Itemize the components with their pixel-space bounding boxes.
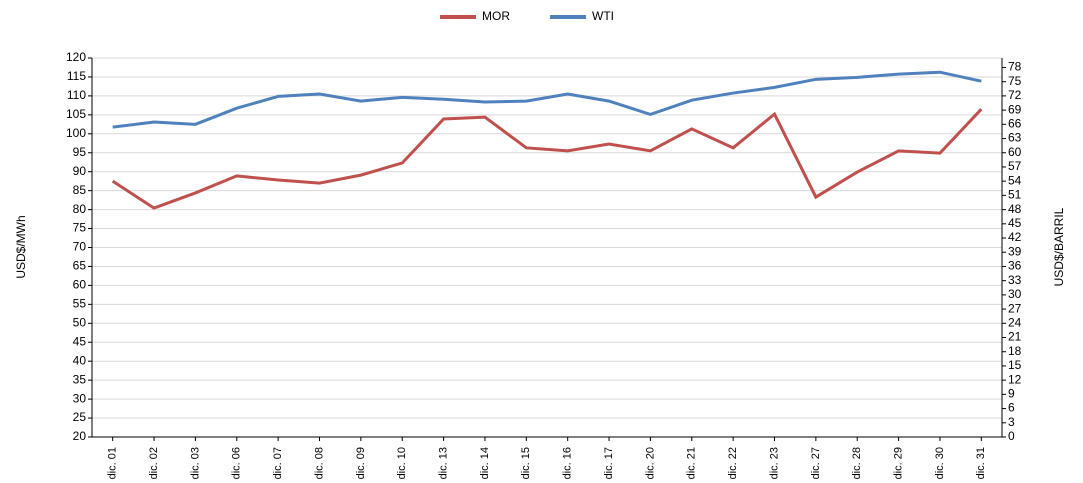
y2-tick-label: 24 [1008, 315, 1022, 329]
line-series [112, 70, 982, 129]
x-tick-label: dic. 16 [562, 447, 574, 479]
y2-tick-label: 21 [1008, 330, 1022, 344]
y-tick-label: 20 [73, 429, 87, 443]
y2-tick-label: 45 [1008, 216, 1022, 230]
y2-tick-label: 36 [1008, 259, 1022, 273]
x-tick-label: dic. 20 [644, 447, 656, 479]
y-tick-label: 95 [73, 145, 87, 159]
y-axis-label: USD$/MWh [14, 215, 28, 278]
y2-tick-label: 6 [1008, 401, 1015, 415]
y-tick-label: 40 [73, 353, 87, 367]
y-tick-label: 85 [73, 183, 87, 197]
y2-tick-label: 12 [1008, 372, 1022, 386]
y2-tick-label: 57 [1008, 159, 1022, 173]
y-tick-label: 75 [73, 221, 87, 235]
y2-tick-label: 3 [1008, 415, 1015, 429]
y2-tick-label: 39 [1008, 244, 1022, 258]
y-tick-label: 90 [73, 164, 87, 178]
y-tick-label: 50 [73, 315, 87, 329]
y2-tick-label: 27 [1008, 301, 1022, 315]
y-tick-label: 55 [73, 297, 87, 311]
legend-label: WTI [592, 9, 614, 23]
y-tick-label: 25 [73, 410, 87, 424]
x-tick-label: dic. 13 [437, 447, 449, 479]
y2-tick-label: 42 [1008, 230, 1022, 244]
y2-tick-label: 72 [1008, 88, 1022, 102]
y2-tick-label: 9 [1008, 387, 1015, 401]
x-tick-label: dic. 08 [313, 447, 325, 479]
x-tick-label: dic. 30 [934, 447, 946, 479]
y2-tick-label: 30 [1008, 287, 1022, 301]
y2-tick-label: 48 [1008, 202, 1022, 216]
y2-tick-label: 15 [1008, 358, 1022, 372]
x-tick-label: dic. 10 [396, 447, 408, 479]
y-tick-label: 60 [73, 278, 87, 292]
y-tick-label: 105 [66, 107, 86, 121]
line-series [111, 108, 983, 210]
x-tick-label: dic. 27 [810, 447, 822, 479]
y2-tick-label: 51 [1008, 188, 1022, 202]
y-tick-label: 30 [73, 391, 87, 405]
y-tick-label: 45 [73, 334, 87, 348]
legend-label: MOR [482, 9, 510, 23]
x-tick-label: dic. 15 [520, 447, 532, 479]
y-tick-label: 80 [73, 202, 87, 216]
y2-tick-label: 69 [1008, 102, 1022, 116]
x-tick-label: dic. 01 [107, 447, 119, 479]
x-tick-label: dic. 06 [231, 447, 243, 479]
x-tick-label: dic. 23 [768, 447, 780, 479]
y-tick-label: 120 [66, 50, 86, 64]
y2-tick-label: 18 [1008, 344, 1022, 358]
y2-axis-label: USD$/BARRIL [1052, 207, 1066, 286]
y-tick-label: 110 [67, 88, 86, 102]
x-tick-label: dic. 31 [975, 447, 987, 479]
x-tick-label: dic. 09 [355, 447, 367, 479]
y2-tick-label: 60 [1008, 145, 1022, 159]
y2-tick-label: 75 [1008, 74, 1022, 88]
y2-tick-label: 66 [1008, 116, 1022, 130]
x-tick-label: dic. 21 [686, 447, 698, 479]
x-tick-label: dic. 02 [148, 447, 160, 479]
y2-tick-label: 63 [1008, 131, 1022, 145]
x-tick-label: dic. 22 [727, 447, 739, 479]
y-tick-label: 115 [67, 69, 86, 83]
x-tick-label: dic. 07 [272, 447, 284, 479]
y-tick-label: 65 [73, 259, 87, 273]
y2-tick-label: 33 [1008, 273, 1022, 287]
x-tick-label: dic. 17 [603, 447, 615, 479]
x-tick-label: dic. 29 [892, 447, 904, 479]
y2-tick-label: 78 [1008, 60, 1022, 74]
x-tick-label: dic. 14 [479, 447, 491, 479]
y-tick-label: 35 [73, 372, 87, 386]
x-tick-label: dic. 03 [189, 447, 201, 479]
x-tick-label: dic. 28 [851, 447, 863, 479]
y-tick-label: 70 [73, 240, 87, 254]
y-tick-label: 100 [66, 126, 86, 140]
y2-tick-label: 0 [1008, 429, 1015, 443]
y2-tick-label: 54 [1008, 173, 1022, 187]
